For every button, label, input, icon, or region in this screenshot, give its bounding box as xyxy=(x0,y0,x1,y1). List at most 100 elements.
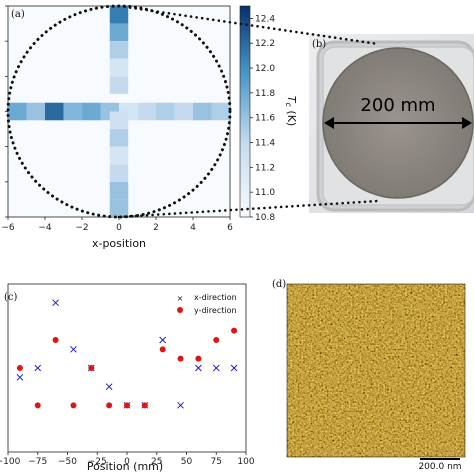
y-direction-point xyxy=(124,402,130,409)
scatter-x-tick-label: 50 xyxy=(181,457,193,467)
heatmap-cell xyxy=(109,41,129,59)
heatmap-cell xyxy=(109,164,129,182)
y-direction-point xyxy=(213,337,220,343)
dimension-arrow-left xyxy=(324,117,334,129)
colorbar-tick-label: 11.2 xyxy=(255,163,275,173)
panel-label-d: (d) xyxy=(272,279,286,290)
heatmap-x-tick-label: 2 xyxy=(153,223,159,233)
x-direction-point xyxy=(195,364,202,372)
y-direction-point xyxy=(34,402,41,409)
heatmap-cell xyxy=(109,23,129,42)
y-direction-point xyxy=(52,337,59,343)
heatmap-cell xyxy=(26,102,45,121)
x-direction-point xyxy=(105,383,113,391)
heatmap-cell xyxy=(109,199,129,217)
heatmap-x-tick-label: 6 xyxy=(227,223,233,233)
heatmap-cell xyxy=(109,146,129,165)
connector-line-top xyxy=(117,4,380,46)
scatter-points xyxy=(16,299,238,409)
heatmap-cell xyxy=(211,102,230,121)
scatter-x-tick-label: −75 xyxy=(28,457,47,467)
afm-texture xyxy=(287,284,465,457)
x-direction-point xyxy=(16,373,24,381)
heatmap-cell xyxy=(82,102,101,121)
dimension-arrow-right xyxy=(462,117,472,129)
heatmap-cell xyxy=(45,102,64,121)
panel-label-a: (a) xyxy=(11,9,25,20)
y-direction-point xyxy=(177,355,184,362)
colorbar-tick-label: 11.6 xyxy=(255,114,275,124)
heatmap-cell xyxy=(156,102,175,121)
y-direction-point xyxy=(88,365,95,371)
scatter-x-tick-label: −100 xyxy=(0,457,21,467)
afm-image: 200.0 nm (d) xyxy=(272,279,466,472)
scatter-chart: −100 −75 −50 −25 0 25 50 75 100 Position (mm) (c… xyxy=(0,283,255,473)
colorbar-tick-label: 12.4 xyxy=(255,14,275,24)
scatter-legend: × x-direction y-direction xyxy=(177,293,237,315)
legend-marker-x: × xyxy=(177,294,184,303)
y-direction-point xyxy=(16,365,23,371)
heatmap-x-tick-label: −2 xyxy=(75,223,88,233)
heatmap-cell xyxy=(109,58,129,77)
colorbar-tick-label: 12.0 xyxy=(255,64,275,74)
legend-label-y-direction: y-direction xyxy=(194,306,237,315)
colorbar-label-unit: (K) xyxy=(285,107,298,126)
scatter-x-tick-label: −25 xyxy=(88,457,107,467)
dimension-label: 200 mm xyxy=(360,95,435,116)
heatmap-cell xyxy=(109,6,129,24)
heatmap-cell xyxy=(109,181,129,200)
connector-line-bottom xyxy=(117,199,380,219)
x-direction-point xyxy=(159,336,167,344)
colorbar-tick-label: 11.4 xyxy=(255,139,275,149)
colorbar-tick-label: 11.8 xyxy=(255,89,275,99)
y-direction-point xyxy=(159,346,166,353)
heatmap-cell xyxy=(63,102,82,121)
afm-scalebar-label: 200.0 nm xyxy=(418,462,461,472)
scatter-plot-area xyxy=(7,283,247,453)
scatter-x-tick-label: 25 xyxy=(151,457,162,467)
heatmap-cell xyxy=(8,102,27,121)
y-direction-point xyxy=(141,402,148,409)
y-direction-point xyxy=(70,402,77,409)
scatter-x-tick-label: −50 xyxy=(58,457,77,467)
y-direction-point xyxy=(195,355,202,362)
heatmap-x-ticks: −6 −4 −2 0 2 4 6 xyxy=(1,5,233,233)
colorbar-label: Tc (K) xyxy=(284,96,298,126)
heatmap-chart: −6 −4 −2 0 2 4 6 x-position (a) xyxy=(1,4,233,250)
heatmap-cell xyxy=(174,102,193,121)
x-direction-point xyxy=(177,401,184,409)
x-direction-point xyxy=(34,364,42,372)
heatmap-x-axis-label: x-position xyxy=(92,237,146,250)
heatmap-x-tick-label: 0 xyxy=(116,223,122,233)
heatmap-cell xyxy=(109,129,129,147)
scatter-x-axis-label: Position (mm) xyxy=(87,460,163,473)
afm-scalebar xyxy=(420,458,460,460)
heatmap-x-tick-label: 4 xyxy=(190,223,196,233)
colorbar-label-main: T xyxy=(285,96,298,104)
scatter-x-tick-label: 100 xyxy=(237,457,254,467)
legend-marker-y xyxy=(177,307,183,313)
colorbar: 10.8 11.0 11.2 11.4 11.6 11.8 12.0 12.2 12.4 Tc … xyxy=(239,5,298,223)
heatmap-cell xyxy=(109,111,129,130)
x-direction-point xyxy=(52,299,59,307)
x-direction-point xyxy=(230,364,238,372)
heatmap-x-tick-label: −4 xyxy=(38,223,52,233)
heatmap-x-tick-label: −6 xyxy=(1,223,15,233)
colorbar-tick-label: 10.8 xyxy=(255,213,275,223)
x-direction-point xyxy=(212,364,220,372)
x-direction-point xyxy=(70,345,77,353)
colorbar-tick-label: 12.2 xyxy=(255,39,275,49)
scatter-x-ticks: −100 −75 −50 −25 0 25 50 75 100 xyxy=(0,452,255,467)
legend-label-x-direction: x-direction xyxy=(194,293,237,302)
wafer-photo: 200 mm xyxy=(309,34,474,213)
heatmap-cell xyxy=(193,102,212,121)
scatter-x-tick-label: 75 xyxy=(211,457,222,467)
colorbar-gradient xyxy=(239,5,251,218)
heatmap-cells xyxy=(8,6,230,217)
y-direction-point xyxy=(106,402,113,409)
colorbar-label-sub: c xyxy=(284,103,293,108)
colorbar-tick-label: 11.0 xyxy=(255,188,275,198)
y-direction-point xyxy=(231,327,238,334)
panel-label-b: (b) xyxy=(312,39,326,50)
heatmap-cell xyxy=(137,102,156,121)
